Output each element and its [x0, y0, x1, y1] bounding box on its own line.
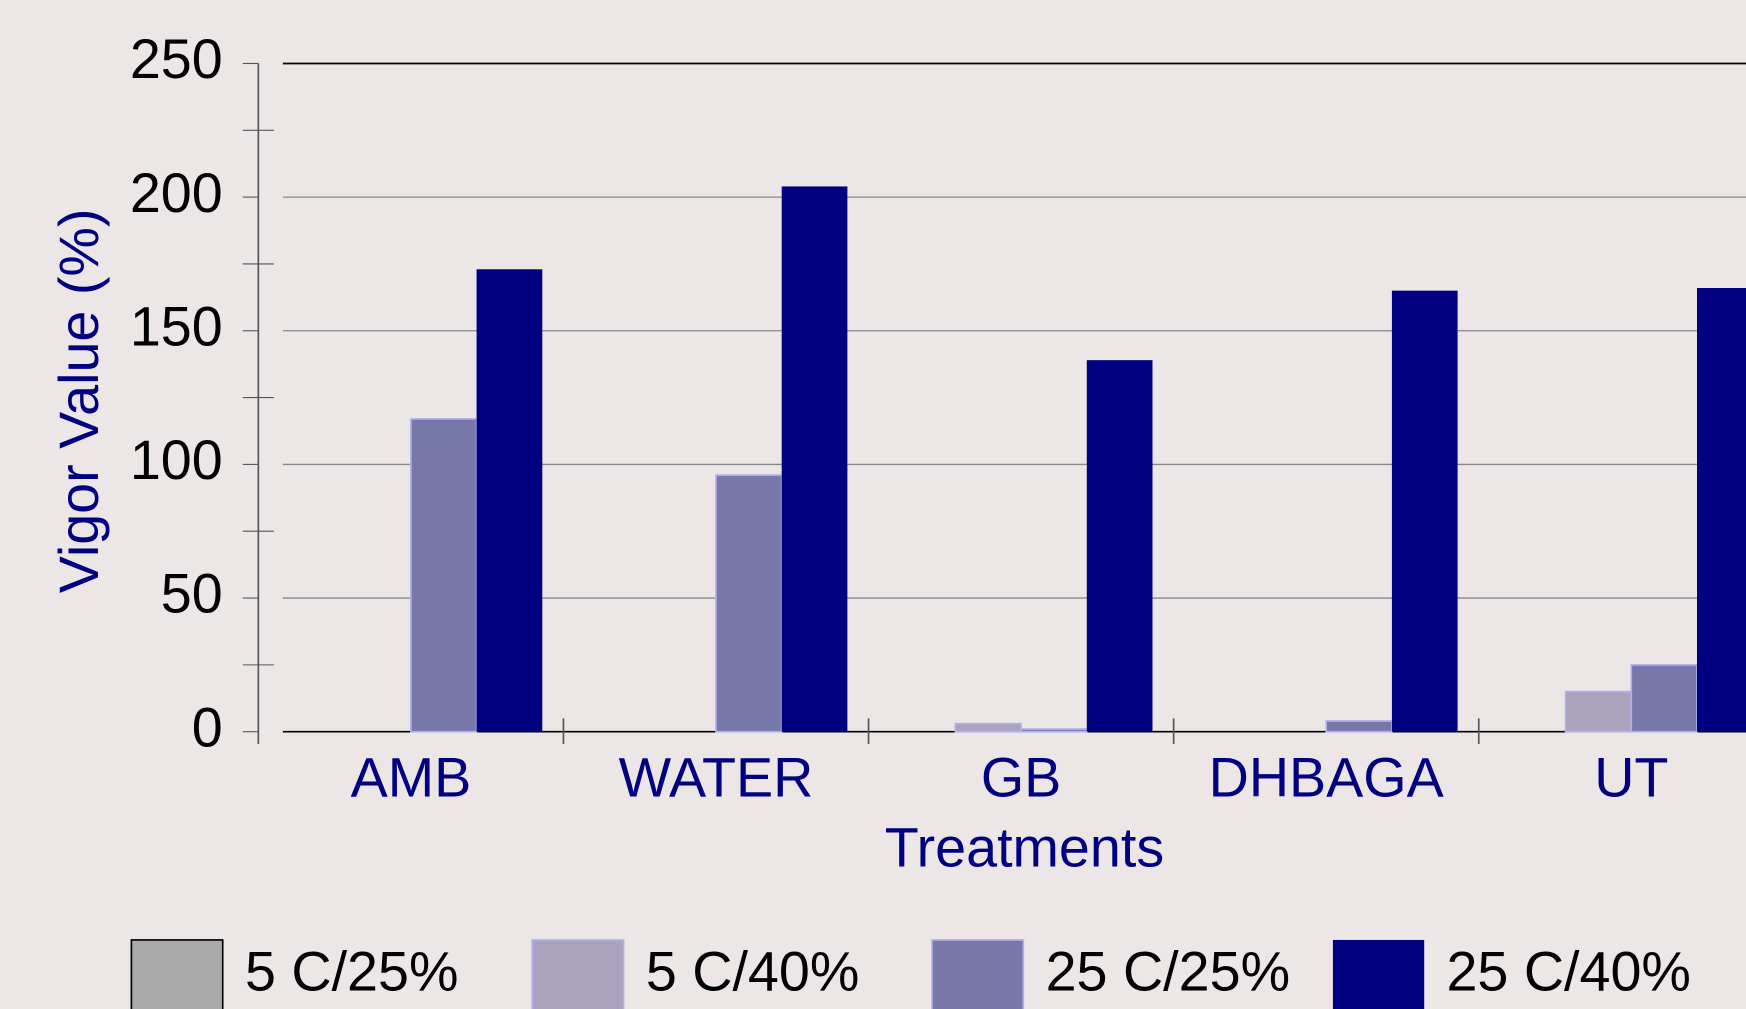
legend-label: 25 C/25%	[1046, 940, 1290, 1002]
x-tick-label: GB	[981, 747, 1061, 809]
bar	[1086, 360, 1153, 732]
legend-swatch	[130, 939, 224, 1009]
bar	[1325, 720, 1393, 733]
legend-swatch	[1332, 939, 1425, 1009]
bar	[1630, 664, 1698, 733]
legend-label: 5 C/25%	[245, 940, 459, 1002]
legend-label: 5 C/40%	[646, 940, 860, 1002]
bar	[715, 474, 783, 733]
bar	[1391, 290, 1458, 732]
bar	[1020, 728, 1088, 733]
bar	[476, 269, 543, 732]
bar	[954, 722, 1022, 733]
x-tick-label: AMB	[351, 747, 472, 809]
bar	[781, 186, 848, 732]
y-tick-label: 150	[130, 295, 223, 357]
x-tick-label: UT	[1594, 747, 1668, 809]
legend-swatch	[531, 939, 625, 1009]
bar	[1564, 690, 1633, 733]
y-tick-label: 250	[130, 28, 223, 90]
legend-swatch	[931, 939, 1025, 1009]
y-tick-label: 100	[130, 429, 223, 491]
x-tick-label: DHBAGA	[1209, 747, 1445, 809]
y-axis-title: Vigor Value (%)	[48, 209, 110, 594]
y-tick-label: 50	[161, 563, 223, 625]
y-tick-label: 200	[130, 162, 223, 224]
legend-label: 25 C/40%	[1446, 940, 1690, 1002]
x-axis-title: Treatments	[885, 817, 1164, 879]
bar	[410, 418, 478, 733]
x-tick-label: WATER	[619, 747, 814, 809]
bar	[1697, 287, 1746, 732]
y-tick-label: 0	[192, 696, 223, 758]
